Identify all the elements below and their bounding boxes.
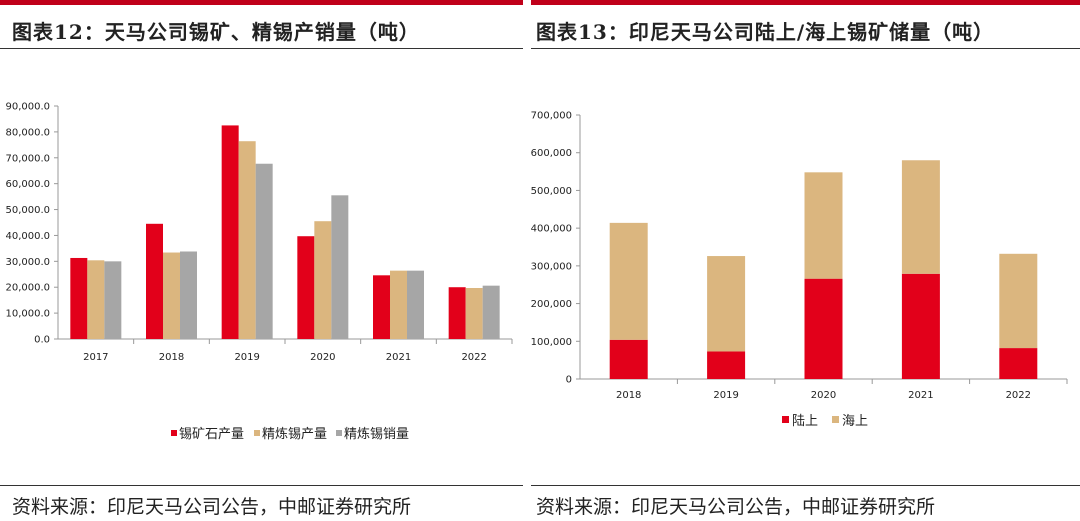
legend-swatch-精炼锡产量 (254, 430, 260, 436)
y-tick-label: 0 (566, 375, 572, 386)
y-tick-label: 90,000.0 (5, 102, 50, 113)
chart-source: 资料来源：印尼天马公司公告，中邮证券研究所 (12, 496, 412, 518)
right-chart-panel: 图表13：印尼天马公司陆上/海上锡矿储量（吨） 0 100,000 200,000 3… (531, 0, 1080, 521)
legend-label-精炼锡销量: 精炼锡销量 (344, 427, 409, 442)
y-tick-label: 30,000.0 (5, 257, 50, 268)
source-divider (0, 485, 523, 486)
left-chart-panel: 图表12：天马公司锡矿、精锡产销量（吨） 0.0 10,000.0 20,000.0… (0, 0, 523, 521)
y-tick-label: 70,000.0 (5, 153, 50, 164)
x-tick-label: 2021 (386, 352, 411, 363)
bar-海上-2022 (999, 253, 1038, 349)
bar-精炼锡销量-2022 (482, 285, 500, 339)
x-tick-label: 2019 (234, 352, 259, 363)
y-tick-label: 80,000.0 (5, 127, 50, 138)
bar-锡矿石产量-2021 (373, 275, 390, 339)
bar-海上-2020 (804, 172, 843, 279)
bar-锡矿石产量-2020 (297, 236, 315, 339)
chart-title: 图表12：天马公司锡矿、精锡产销量（吨） (12, 20, 420, 44)
legend-swatch-海上 (832, 416, 839, 423)
title-divider (0, 48, 523, 49)
production-sales-chart: 0.0 10,000.0 20,000.0 30,000.0 40,000.0 50,00… (5, 102, 513, 442)
y-tick-label: 40,000.0 (5, 231, 50, 242)
legend-swatch-锡矿石产量 (171, 430, 177, 436)
bar-陆上-2021 (901, 273, 940, 379)
bar-精炼锡产量-2022 (465, 287, 483, 339)
bar-精炼锡销量-2017 (104, 261, 122, 339)
bar-海上-2018 (609, 222, 648, 340)
bar-锡矿石产量-2022 (448, 287, 466, 339)
bar-锡矿石产量-2019 (221, 125, 239, 340)
x-tick-label: 2019 (713, 390, 738, 401)
bar-锡矿石产量-2017 (70, 257, 88, 339)
chart-title: 图表13：印尼天马公司陆上/海上锡矿储量（吨） (536, 20, 995, 44)
x-tick-label: 2021 (908, 390, 933, 401)
bar-陆上-2022 (999, 348, 1038, 379)
x-tick-label: 2017 (83, 352, 108, 363)
y-tick-label: 600,000 (531, 148, 572, 159)
bar-海上-2019 (707, 256, 746, 352)
y-tick-label: 500,000 (531, 186, 572, 197)
legend-swatch-陆上 (782, 416, 789, 423)
chart-source: 资料来源：印尼天马公司公告，中邮证券研究所 (536, 496, 936, 518)
bar-精炼锡产量-2018 (163, 252, 180, 339)
bar-精炼锡销量-2020 (331, 195, 349, 339)
panel-top-bar (0, 0, 523, 5)
legend-label-海上: 海上 (842, 414, 868, 429)
bar-陆上-2018 (609, 339, 648, 379)
bar-精炼锡销量-2021 (407, 270, 424, 339)
y-tick-label: 20,000.0 (5, 283, 50, 294)
bar-精炼锡销量-2019 (255, 163, 273, 339)
bar-锡矿石产量-2018 (146, 223, 163, 339)
bar-精炼锡产量-2020 (314, 221, 332, 339)
y-tick-label: 700,000 (531, 111, 572, 122)
reserves-chart: 0 100,000 200,000 300,000 400,000 500,000 600,… (531, 111, 1068, 429)
y-tick-label: 0.0 (34, 335, 50, 346)
legend-label-陆上: 陆上 (792, 413, 818, 429)
y-tick-label: 50,000.0 (5, 205, 50, 216)
legend-label-精炼锡产量: 精炼锡产量 (262, 427, 327, 442)
panel-top-bar (531, 0, 1080, 5)
source-divider (531, 485, 1080, 486)
bar-海上-2021 (901, 160, 940, 274)
y-tick-label: 100,000 (531, 337, 572, 348)
x-tick-label: 2018 (159, 352, 184, 363)
y-tick-label: 60,000.0 (5, 179, 50, 190)
bar-精炼锡销量-2018 (180, 251, 197, 339)
legend-label-锡矿石产量: 锡矿石产量 (179, 427, 244, 442)
legend-swatch-精炼锡销量 (336, 430, 342, 436)
x-tick-label: 2020 (811, 390, 836, 401)
title-divider (531, 48, 1080, 49)
y-tick-label: 300,000 (531, 261, 572, 272)
y-tick-label: 200,000 (531, 299, 572, 310)
x-tick-label: 2018 (616, 390, 641, 401)
bar-精炼锡产量-2017 (87, 260, 105, 339)
y-tick-label: 400,000 (531, 224, 572, 235)
bar-精炼锡产量-2021 (390, 270, 407, 339)
bar-陆上-2020 (804, 278, 843, 379)
y-tick-label: 10,000.0 (5, 309, 50, 320)
bar-陆上-2019 (707, 351, 746, 379)
x-tick-label: 2020 (310, 352, 335, 363)
x-tick-label: 2022 (1006, 390, 1031, 401)
x-tick-label: 2022 (461, 352, 486, 363)
bar-精炼锡产量-2019 (238, 141, 256, 339)
